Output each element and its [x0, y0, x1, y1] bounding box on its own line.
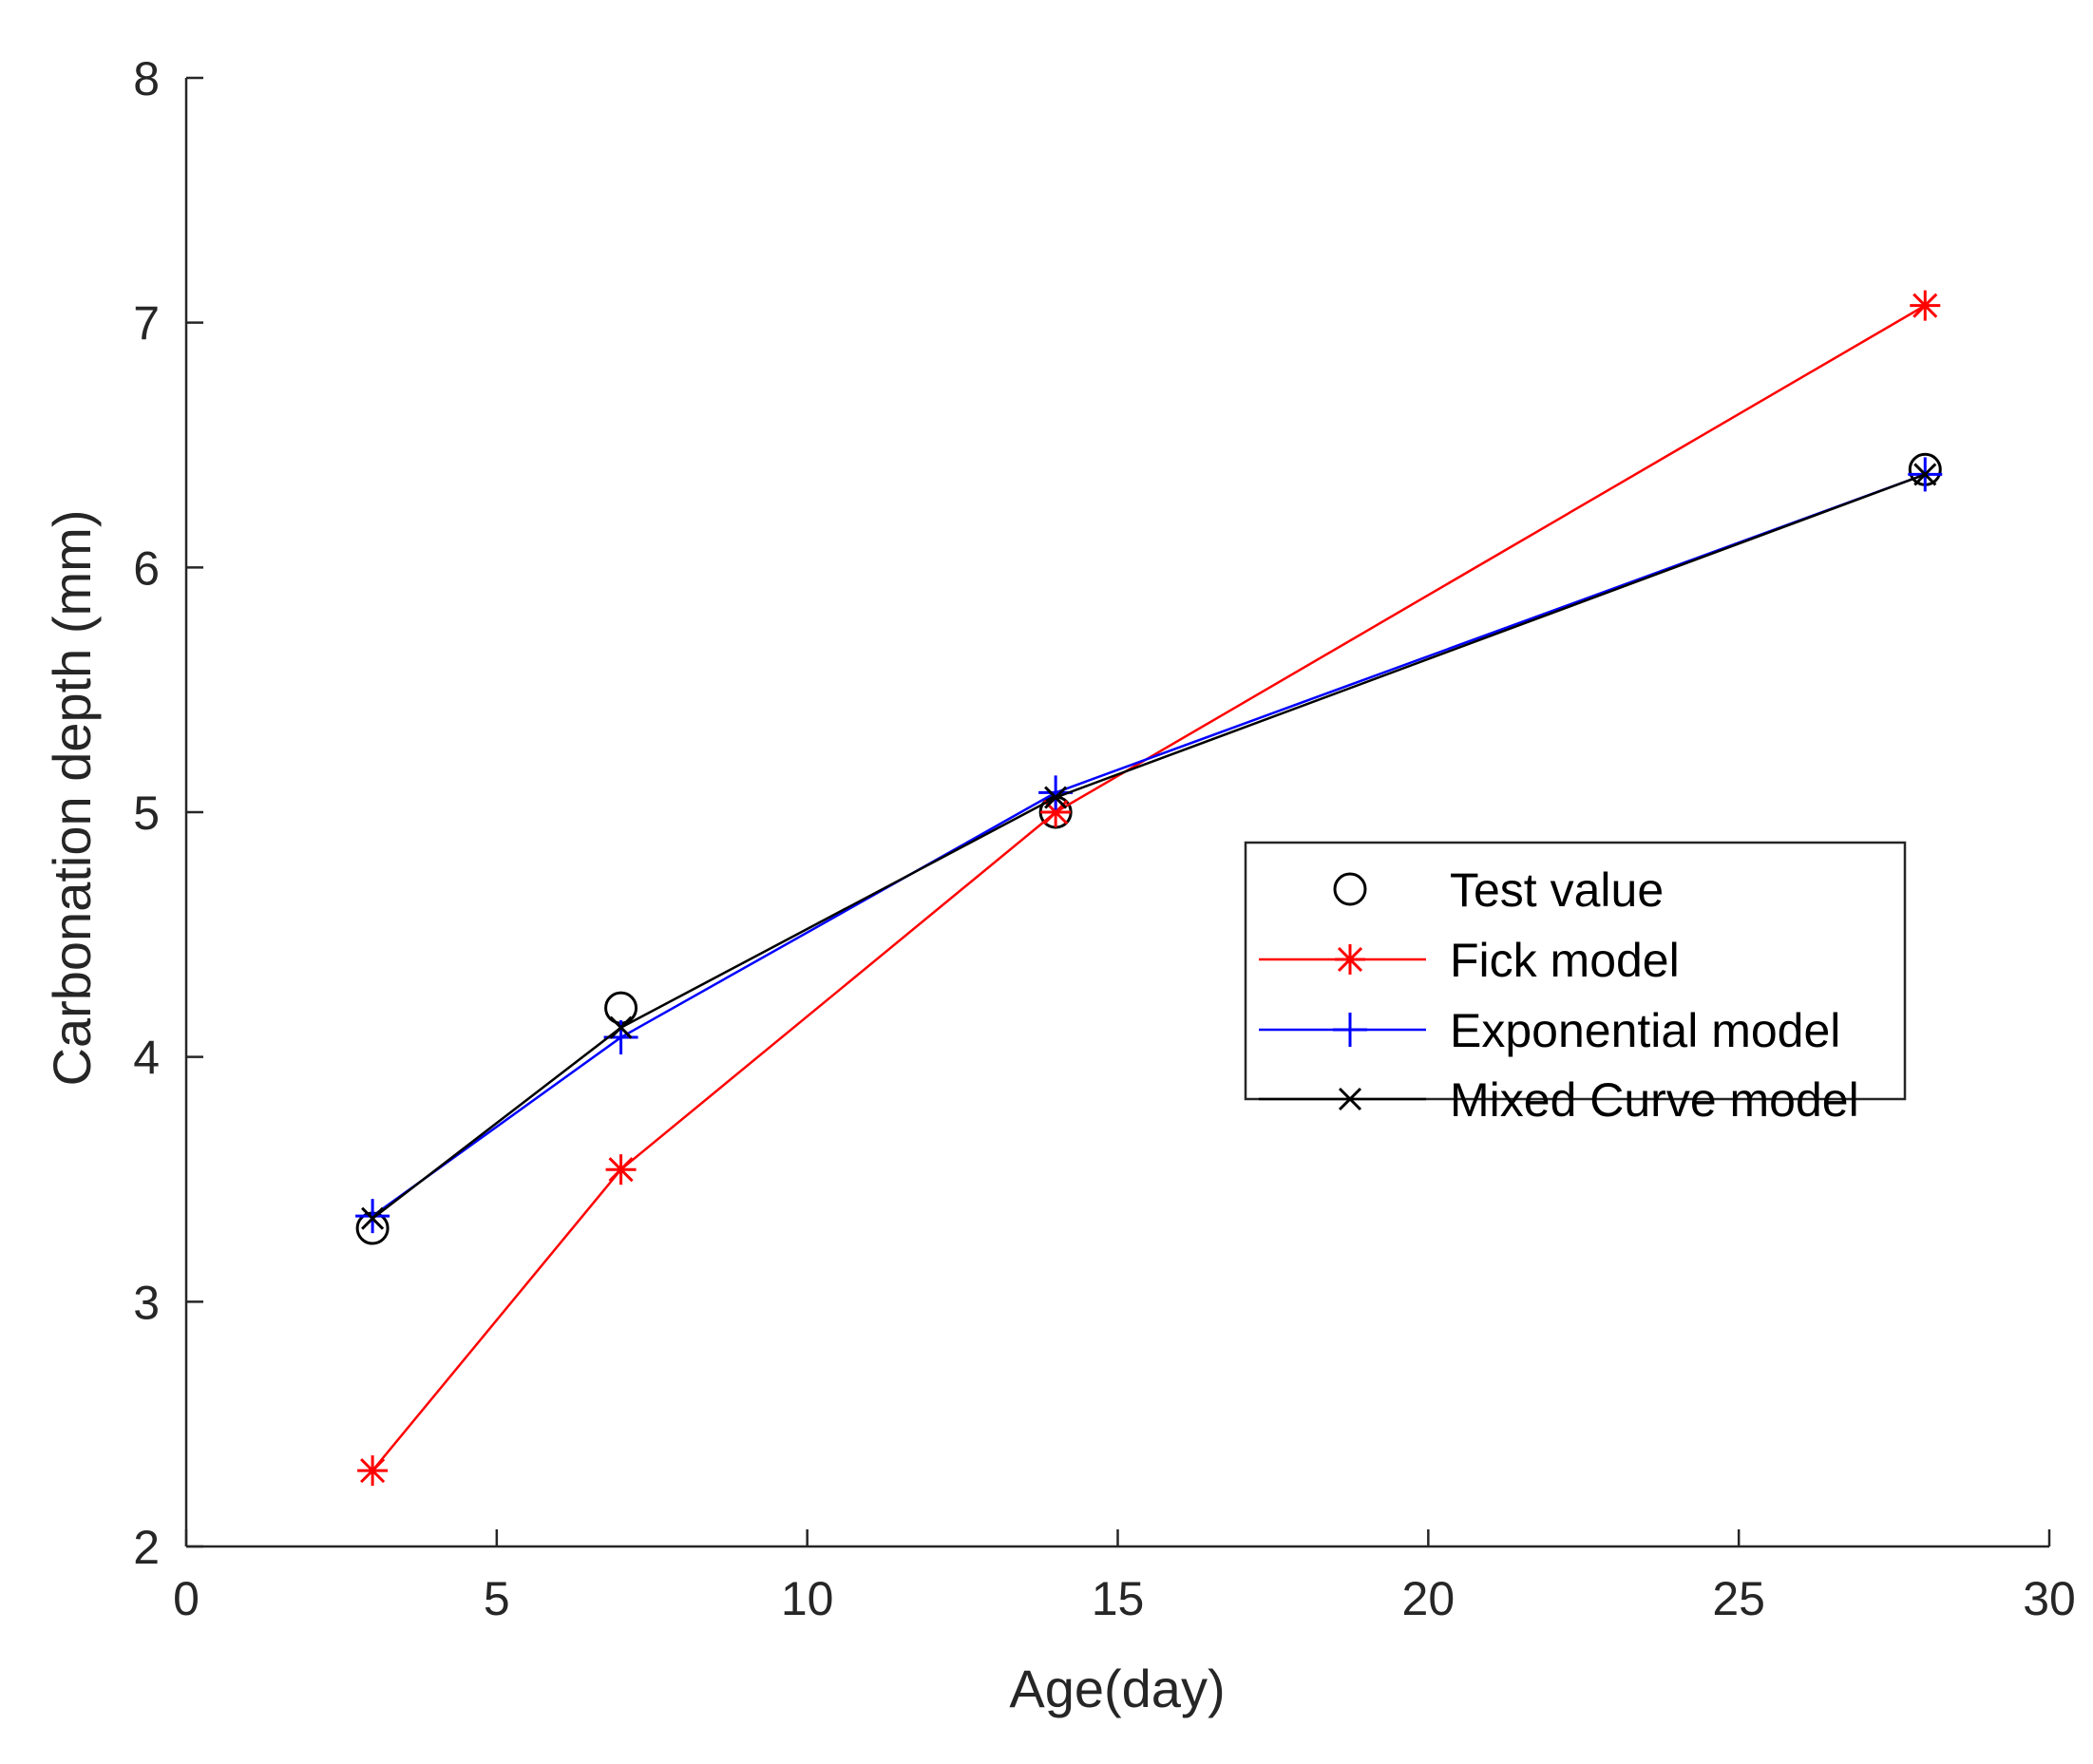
x-tick-label: 0: [173, 1572, 200, 1625]
data-point-fick-model: [605, 1154, 637, 1185]
marker-stroke: [360, 1458, 386, 1484]
legend-marker-mixed-curve-model: [1338, 1087, 1362, 1111]
data-point-fick-model: [357, 1455, 389, 1487]
legend-item-fick-model: Fick model: [1259, 934, 1680, 987]
y-tick-label: 8: [133, 52, 160, 105]
legend-item-exponential-model: Exponential model: [1259, 1004, 1840, 1057]
marker-stroke: [1912, 293, 1938, 318]
x-tick-label: 10: [781, 1572, 834, 1625]
marker-stroke: [361, 1206, 385, 1230]
x-tick-label: 20: [1402, 1572, 1456, 1625]
marker-stroke: [1337, 946, 1363, 973]
y-axis-label: Carbonation depth (mm): [42, 510, 102, 1087]
data-point-mixed-curve-model: [361, 1206, 385, 1230]
series-line-mixed-curve-model: [371, 473, 1926, 1220]
series-line-fick-model: [371, 304, 1926, 1471]
x-tick-label: 30: [2023, 1572, 2076, 1625]
marker-stroke: [1913, 463, 1937, 486]
data-point-mixed-curve-model: [1913, 463, 1937, 486]
x-axis-label: Age(day): [1009, 1659, 1225, 1718]
data-point-mixed-curve-model: [609, 1015, 633, 1039]
y-tick-label: 7: [133, 297, 160, 351]
y-tick-label: 3: [133, 1276, 160, 1329]
y-tick-label: 6: [133, 541, 160, 595]
x-tick-label: 5: [484, 1572, 510, 1625]
series-mixed-curve-model: [361, 463, 1937, 1230]
chart-legend: Test value Fick model Exponential model Mix…: [1244, 841, 1907, 1127]
data-point-exponential-model: [355, 1199, 390, 1234]
legend-label-test-value: Test value: [1450, 863, 1664, 917]
marker-stroke: [608, 1157, 634, 1183]
legend-marker-fick-model: [1335, 944, 1365, 975]
legend-marker-test-value: [1333, 872, 1367, 906]
legend-marker-exponential-model: [1333, 1013, 1367, 1047]
marker-stroke: [1044, 786, 1068, 809]
legend-item-mixed-curve-model: Mixed Curve model: [1259, 1073, 1859, 1127]
legend-label-exponential-model: Exponential model: [1450, 1004, 1840, 1057]
data-point-mixed-curve-model: [1044, 786, 1068, 809]
data-point-fick-model: [1910, 290, 1941, 321]
y-tick-label: 2: [133, 1521, 160, 1574]
series-line-exponential-model: [371, 473, 1926, 1218]
legend-label-mixed-curve-model: Mixed Curve model: [1450, 1073, 1859, 1127]
y-tick-label: 5: [133, 787, 160, 840]
marker-stroke: [609, 1015, 633, 1039]
marker-stroke: [1338, 1087, 1362, 1111]
x-tick-label: 25: [1712, 1572, 1765, 1625]
y-tick-label: 4: [133, 1032, 160, 1085]
legend-box: [1244, 841, 1907, 1101]
legend-item-test-value: Test value: [1333, 863, 1664, 917]
chart-axes: 0 5 10 15 20 25 30 2 3 4 5 6 7 8: [133, 52, 2076, 1625]
x-tick-label: 15: [1092, 1572, 1145, 1625]
plot-series: [355, 290, 1943, 1487]
legend-label-fick-model: Fick model: [1450, 934, 1680, 987]
